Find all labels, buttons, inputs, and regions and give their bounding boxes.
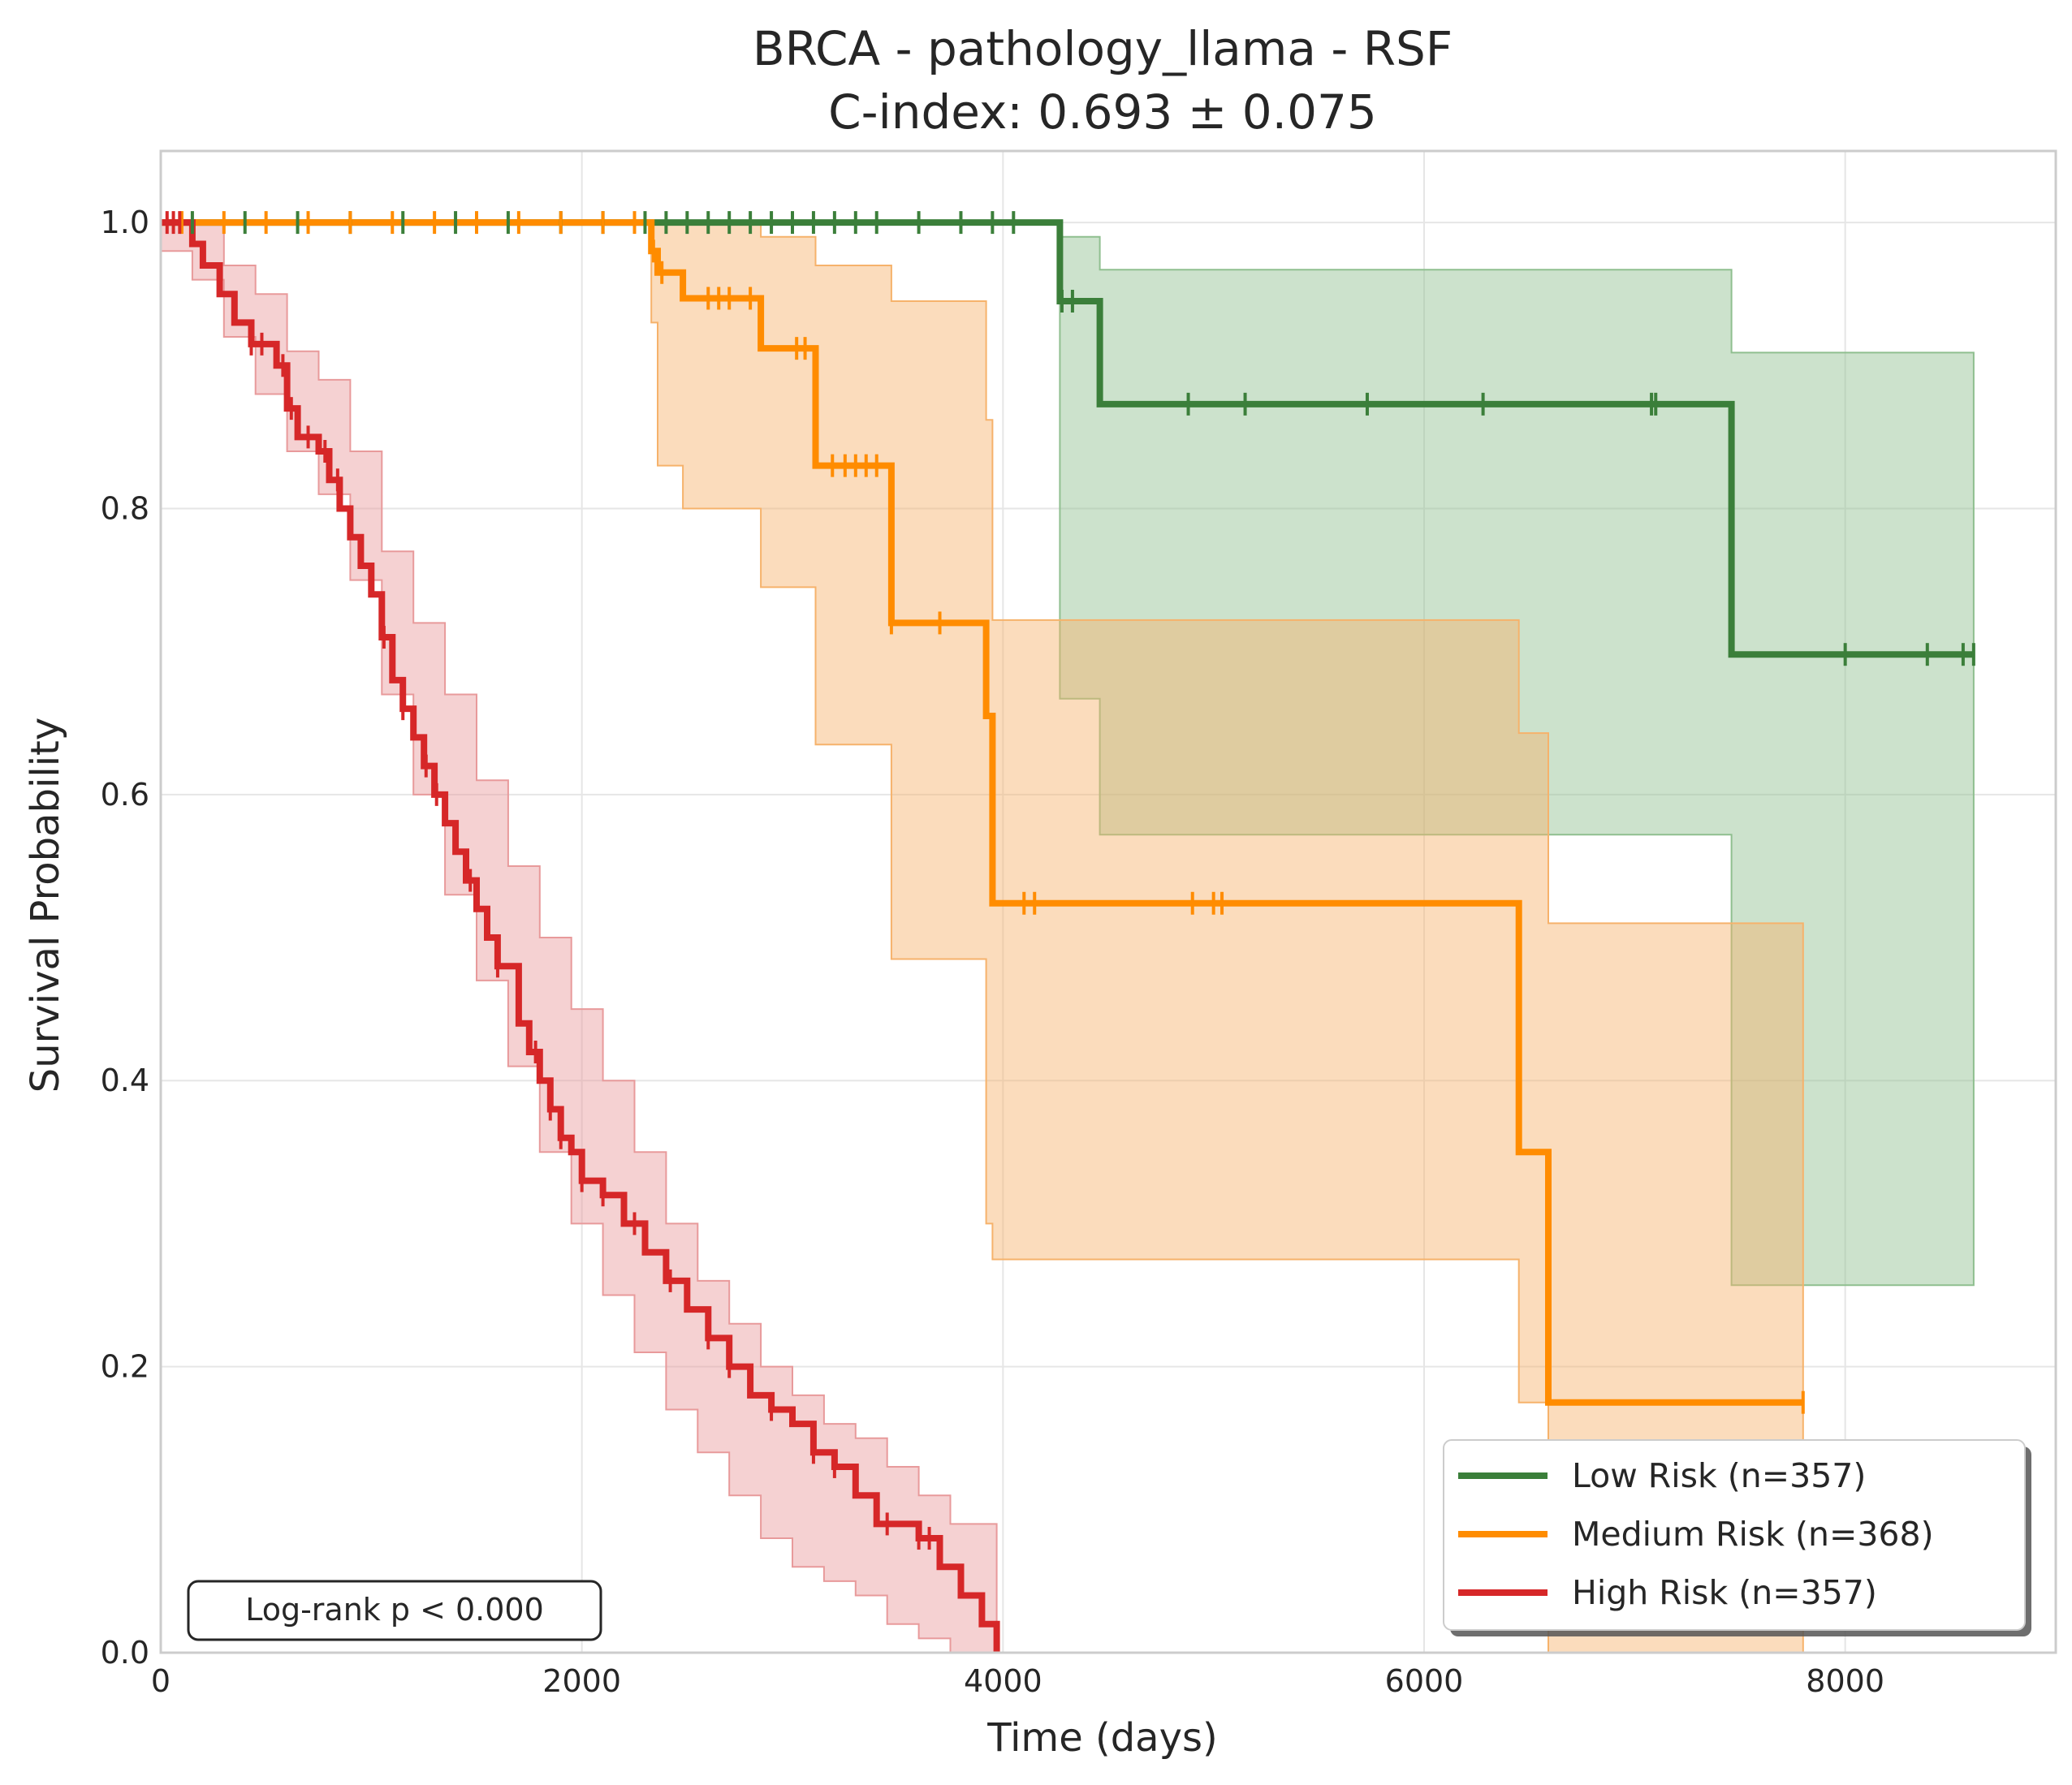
y-tick-label: 0.8 bbox=[101, 490, 149, 526]
x-axis-ticks: 0 2000 4000 6000 8000 bbox=[151, 1663, 1884, 1699]
x-tick-label: 6000 bbox=[1385, 1663, 1464, 1699]
y-tick-label: 0.2 bbox=[101, 1349, 149, 1385]
censor-marks bbox=[165, 211, 1975, 1550]
plot-frame bbox=[159, 149, 2057, 1654]
x-tick-label: 0 bbox=[151, 1663, 171, 1699]
x-tick-label: 4000 bbox=[964, 1663, 1042, 1699]
annotation-box bbox=[187, 1580, 602, 1641]
y-tick-label: 0.0 bbox=[101, 1635, 149, 1671]
annotation-text: Log-rank p < 0.000 bbox=[245, 1592, 544, 1628]
chart-title: BRCA - pathology_llama - RSF bbox=[753, 21, 1453, 76]
legend-label-high-risk: High Risk (n=357) bbox=[1572, 1573, 1877, 1612]
low-risk-curve bbox=[161, 219, 1974, 658]
logrank-annotation: Log-rank p < 0.000 bbox=[187, 1580, 602, 1641]
legend-box bbox=[1443, 1439, 2026, 1631]
x-tick-label: 8000 bbox=[1806, 1663, 1884, 1699]
legend-label-medium-risk: Medium Risk (n=368) bbox=[1572, 1515, 1934, 1554]
y-axis-ticks: 0.0 0.2 0.4 0.6 0.8 1.0 bbox=[101, 205, 149, 1671]
y-axis-title: Survival Probability bbox=[23, 718, 68, 1093]
chart-subtitle: C-index: 0.693 ± 0.075 bbox=[828, 84, 1377, 140]
low-risk-ci-band bbox=[161, 222, 1975, 1287]
legend: Low Risk (n=357) Medium Risk (n=368) High … bbox=[1443, 1439, 2031, 1636]
x-axis-title: Time (days) bbox=[986, 1715, 1217, 1761]
x-tick-label: 2000 bbox=[542, 1663, 621, 1699]
y-tick-label: 1.0 bbox=[101, 205, 149, 240]
y-tick-label: 0.6 bbox=[101, 777, 149, 813]
y-tick-label: 0.4 bbox=[101, 1063, 149, 1098]
medium-risk-curve bbox=[161, 219, 1803, 1406]
legend-label-low-risk: Low Risk (n=357) bbox=[1572, 1456, 1866, 1495]
